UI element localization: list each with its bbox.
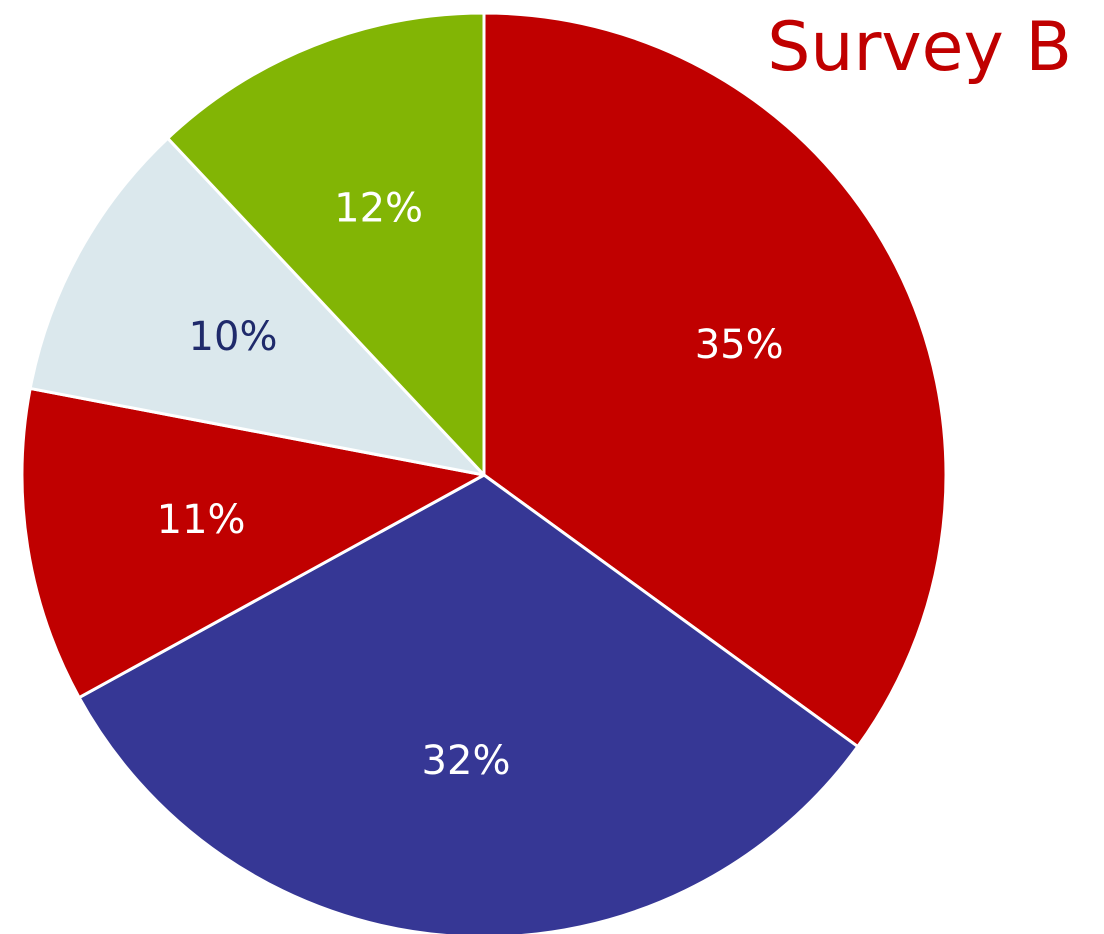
pie-slice-3 (20, 386, 486, 700)
chart-title: Survey B (767, 8, 1072, 87)
pie-slice-2 (77, 473, 860, 934)
pie-slice-4 (28, 136, 486, 477)
pie-slice-label-3: 11% (157, 497, 246, 543)
pie-slice-1 (482, 11, 948, 749)
pie-slices (20, 11, 948, 934)
pie-slice-label-4: 10% (189, 314, 278, 360)
pie-slice-label-1: 35% (695, 322, 784, 368)
pie-slice-label-2: 32% (422, 738, 511, 784)
pie-labels: 35% 32% 11% 10% 12% (157, 186, 784, 784)
pie-slice-5 (166, 11, 486, 477)
pie-slice-label-5: 12% (334, 186, 423, 232)
